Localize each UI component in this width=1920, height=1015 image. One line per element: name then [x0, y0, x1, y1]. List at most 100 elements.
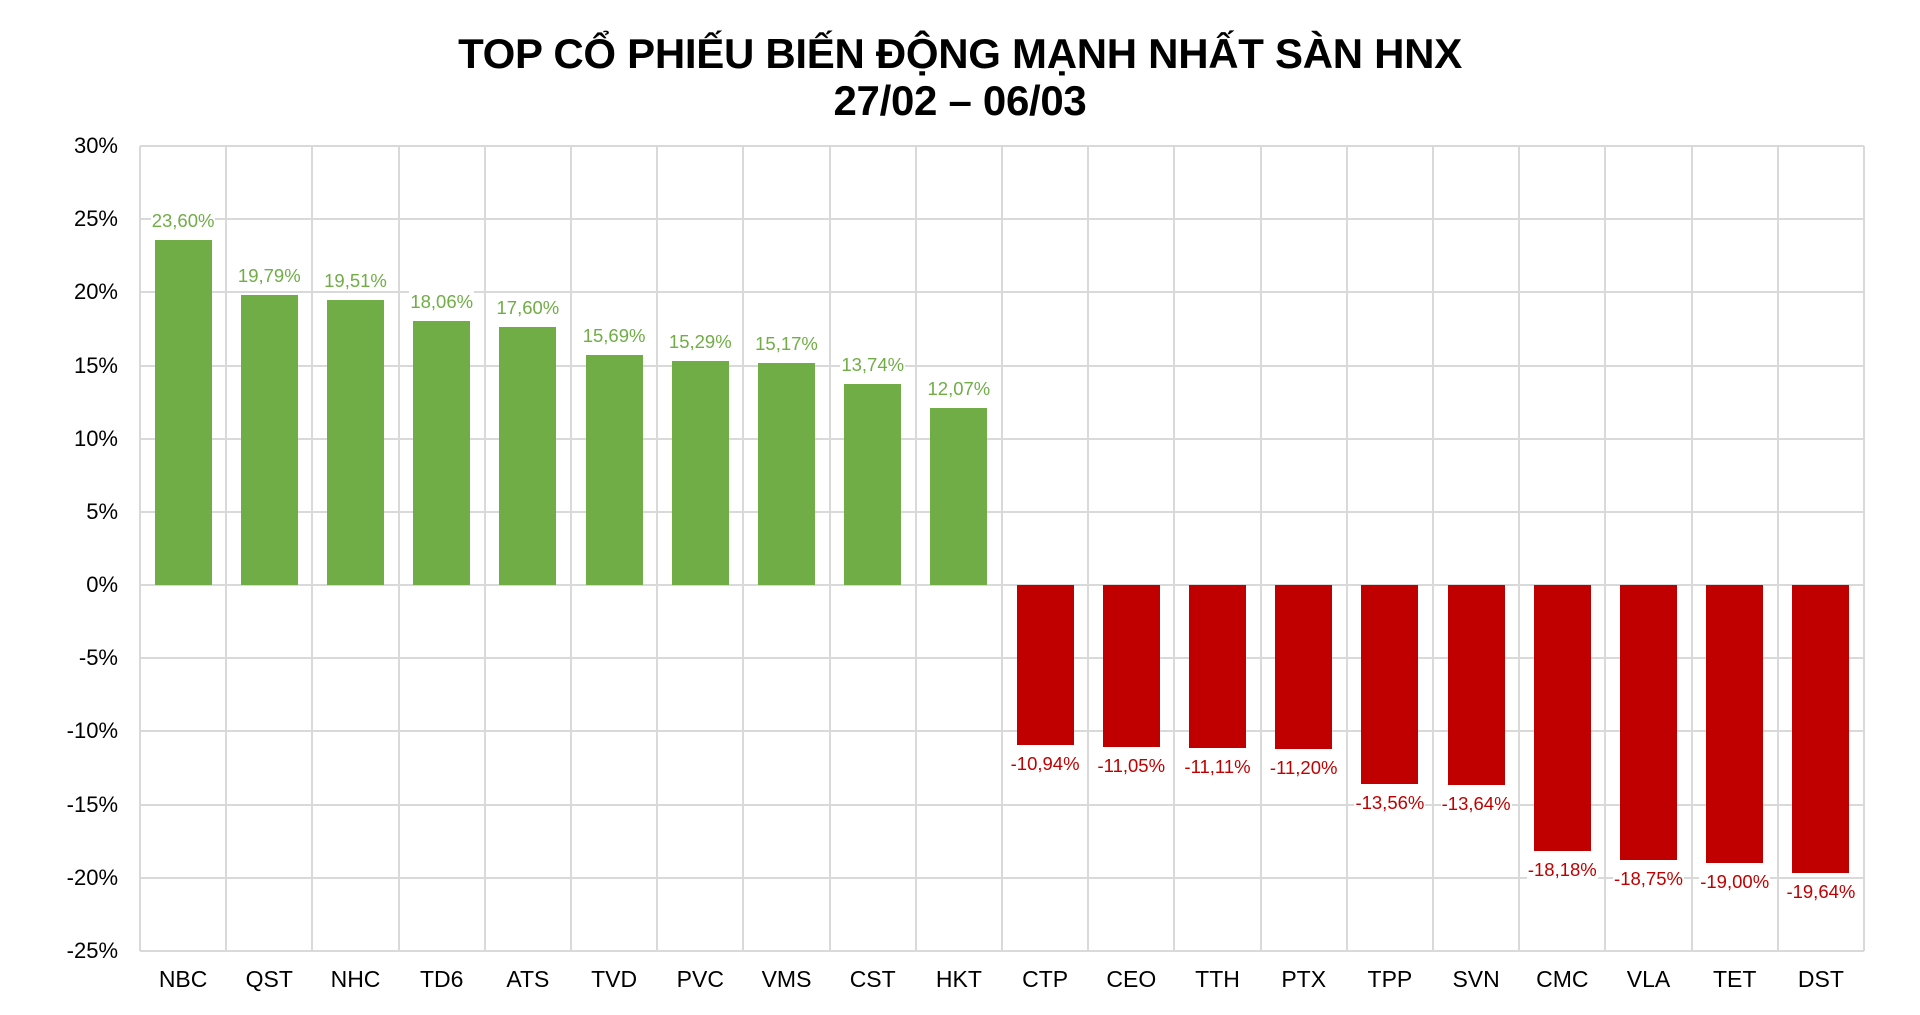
data-label: -11,05% [1088, 754, 1174, 776]
data-label-text: 13,74% [840, 353, 906, 375]
data-label-text: -18,18% [1526, 859, 1598, 881]
data-label: 15,69% [571, 325, 657, 347]
bar-svn [1447, 585, 1505, 785]
data-label-text: 23,60% [150, 209, 216, 231]
gridline-vertical [1432, 146, 1434, 951]
gridline-vertical [139, 146, 141, 951]
data-label-text: 15,29% [667, 331, 733, 353]
data-label: -10,94% [1002, 753, 1088, 775]
gridline-vertical [1345, 146, 1348, 951]
gridline-vertical [311, 146, 314, 951]
data-label-text: -11,05% [1096, 754, 1167, 776]
y-tick-label: -25% [66, 938, 118, 963]
y-tick-label: 10% [73, 425, 118, 451]
bar-td6 [413, 320, 471, 586]
gridline-vertical [1087, 146, 1090, 951]
chart-title: TOP CỔ PHIẾU BIẾN ĐỘNG MẠNH NHẤT SÀN HNX [458, 30, 1462, 77]
gridline-vertical [1776, 146, 1779, 951]
bar-ceo [1102, 585, 1160, 747]
x-tick-label: TVD [591, 966, 638, 992]
bar-tpp [1361, 585, 1419, 784]
x-tick-label: ATS [506, 966, 550, 992]
data-label-text: -19,64% [1785, 880, 1857, 902]
data-label-text: 12,07% [926, 378, 992, 400]
data-label: -13,64% [1433, 792, 1519, 814]
bar-vla [1620, 585, 1677, 860]
data-label-text: 15,69% [581, 325, 647, 347]
data-label-text: -13,56% [1354, 791, 1426, 813]
data-label-text: -19,00% [1699, 871, 1771, 893]
data-label: -13,56% [1347, 791, 1433, 813]
x-tick-label: CST [849, 966, 896, 992]
bar-tth [1189, 585, 1246, 748]
bar-nhc [327, 299, 384, 586]
x-tick-label: CTP [1022, 966, 1069, 992]
y-tick-label: 30% [73, 133, 118, 158]
y-tick-label: 0% [86, 572, 118, 598]
bar-tvd [585, 355, 643, 586]
data-label-text: -11,20% [1268, 757, 1339, 779]
data-label: -18,75% [1606, 867, 1692, 889]
gridline-vertical [1863, 146, 1865, 951]
y-tick-label: -20% [66, 864, 118, 890]
data-label: 13,74% [830, 353, 916, 375]
data-label-text: 15,17% [754, 333, 819, 355]
bar-pvc [671, 361, 729, 586]
data-label: 12,07% [916, 378, 1002, 400]
data-label: -11,11% [1175, 755, 1261, 777]
y-tick-label: 5% [86, 498, 118, 524]
gridline-vertical [828, 146, 831, 951]
x-tick-label: QST [245, 966, 293, 992]
data-label: 19,51% [313, 269, 399, 291]
data-label: 23,60% [140, 209, 226, 231]
data-label-text: -10,94% [1009, 753, 1081, 775]
gridline-vertical [742, 146, 745, 951]
y-tick-label: -15% [66, 791, 118, 817]
bar-nbc [154, 239, 212, 586]
gridline-vertical [1690, 146, 1693, 951]
data-label: 15,17% [744, 333, 830, 355]
data-label: -19,64% [1778, 880, 1864, 902]
data-label-text: 19,79% [236, 265, 302, 287]
x-tick-label: PVC [676, 966, 724, 992]
gridline-vertical [1518, 146, 1521, 951]
data-label-text: 17,60% [495, 297, 561, 319]
gridline-vertical [483, 146, 486, 951]
data-label: 18,06% [399, 290, 485, 312]
data-label: 17,60% [485, 297, 571, 319]
x-tick-label: HKT [935, 966, 982, 992]
gridline-vertical [1001, 146, 1003, 951]
gridline-vertical [1604, 146, 1607, 951]
x-tick-label: PTX [1281, 966, 1327, 992]
bar-vms [758, 363, 815, 586]
bar-hkt [930, 408, 988, 586]
data-label-text: 19,51% [323, 269, 388, 291]
bar-ats [499, 327, 557, 586]
x-tick-label: CMC [1536, 966, 1589, 992]
data-label-text: -18,75% [1613, 867, 1684, 889]
chart-subtitle-date-range: 27/02 – 06/03 [833, 77, 1087, 124]
y-tick-label: 15% [73, 352, 118, 378]
y-tick-label: -5% [78, 645, 118, 671]
bar-ctp [1016, 585, 1074, 746]
bar-cst [844, 383, 902, 586]
y-tick-label: 25% [73, 206, 118, 232]
data-label: -19,00% [1692, 871, 1778, 893]
gridline-vertical [656, 146, 659, 951]
y-tick-label: 20% [73, 279, 118, 305]
data-label: -18,18% [1519, 859, 1605, 881]
gridline-vertical [570, 146, 572, 951]
data-label-text: 18,06% [409, 290, 475, 312]
gridline-vertical [1173, 146, 1176, 951]
data-label-text: -13,64% [1440, 792, 1512, 814]
x-tick-label: TET [1712, 966, 1757, 992]
x-tick-label: TTH [1195, 966, 1240, 992]
x-tick-label: TPP [1367, 966, 1413, 992]
data-label-text: -11,11% [1183, 755, 1252, 777]
gridline-vertical [914, 146, 917, 951]
x-tick-label: NHC [330, 966, 381, 992]
x-tick-label: DST [1797, 966, 1844, 992]
y-tick-label: -10% [66, 718, 118, 744]
gridline-vertical [397, 146, 400, 951]
x-tick-label: VLA [1626, 966, 1671, 992]
